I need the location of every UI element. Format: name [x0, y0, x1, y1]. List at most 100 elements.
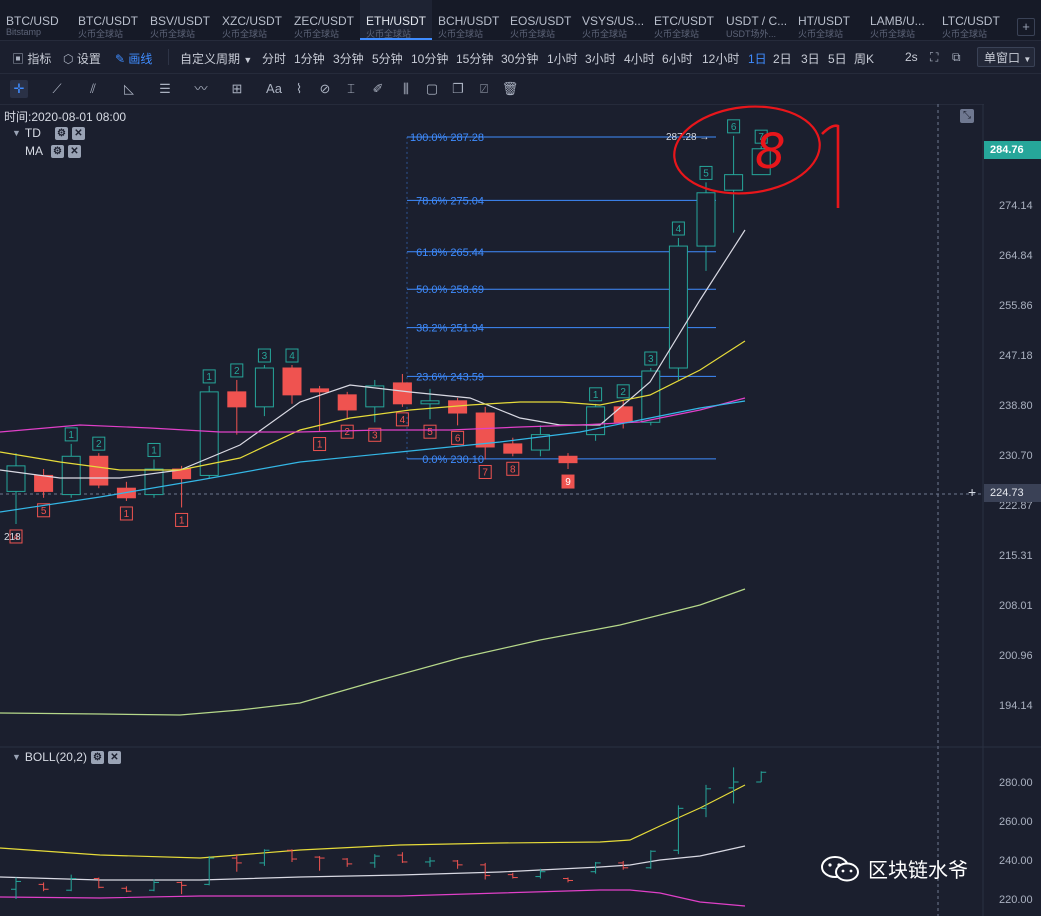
hide-tool-icon[interactable]: ⍁	[480, 81, 488, 96]
tab-source-label: USDT场外...	[726, 29, 777, 39]
td-count-box	[92, 436, 106, 451]
ma-line-cyan	[0, 400, 746, 513]
tab-zecusdt[interactable]: ZEC/USDT 火币全球站	[288, 0, 360, 40]
annotation-circle	[673, 105, 821, 195]
tab-pair-label: LAMB/U...	[870, 14, 925, 28]
period-8[interactable]: 3小时	[585, 52, 616, 66]
tab-vsysus[interactable]: VSYS/US... 火币全球站	[576, 0, 648, 40]
trendline-tool-icon[interactable]: ⟋	[52, 81, 62, 96]
tab-bchusdt[interactable]: BCH/USDT 火币全球站	[432, 0, 504, 40]
period-1[interactable]: 1分钟	[294, 52, 325, 66]
settings-icon[interactable]: ⚙	[54, 126, 68, 140]
tab-bsvusdt[interactable]: BSV/USDT 火币全球站	[144, 0, 216, 40]
period-2[interactable]: 3分钟	[333, 52, 364, 66]
period-4[interactable]: 10分钟	[411, 52, 449, 66]
draw-button[interactable]: ✎ 画线	[115, 52, 153, 66]
brush-tool-icon[interactable]: ✐	[372, 81, 384, 96]
lock-tool-icon[interactable]: ▢	[425, 81, 439, 96]
add-tab-button[interactable]: +	[1017, 18, 1035, 36]
period-6[interactable]: 30分钟	[501, 52, 539, 66]
shapes-tool-icon[interactable]: ⊞	[231, 81, 243, 96]
td-count-box	[671, 221, 685, 236]
copy-tool-icon[interactable]: ❐	[452, 81, 464, 96]
close-icon[interactable]: ✕	[68, 144, 81, 158]
td-count-box	[340, 424, 354, 439]
period-9[interactable]: 4小时	[624, 52, 655, 66]
price-axis-label: 215.31	[999, 550, 1033, 562]
period-13[interactable]: 2日	[773, 52, 792, 66]
magnet-tool-icon[interactable]: ⊘	[319, 81, 331, 96]
candle-body	[227, 391, 247, 408]
td-count-label: 2	[344, 427, 350, 438]
tab-xzcusdt[interactable]: XZC/USDT 火币全球站	[216, 0, 288, 40]
tab-eosusdt[interactable]: EOS/USDT 火币全球站	[504, 0, 576, 40]
td-count-box	[175, 512, 189, 527]
refresh-interval[interactable]: 2s	[905, 50, 918, 64]
close-icon[interactable]: ✕	[107, 750, 121, 764]
boll-lower-line	[0, 889, 746, 907]
tab-htusdt[interactable]: HT/USDT 火币全球站	[792, 0, 864, 40]
tab-source-label: 火币全球站	[438, 29, 484, 39]
angle-tool-icon[interactable]: ◺	[124, 81, 134, 96]
fib-tool-icon[interactable]: ☰	[159, 81, 171, 96]
tab-etcusdt[interactable]: ETC/USDT 火币全球站	[648, 0, 720, 40]
td-count-box	[147, 442, 161, 457]
ruler-tool-icon[interactable]: ⌶	[347, 81, 355, 96]
period-5[interactable]: 15分钟	[456, 52, 494, 66]
tab-source-label: 火币全球站	[582, 29, 628, 39]
boll-axis-label: 280.00	[999, 777, 1033, 789]
tab-ltcusdt[interactable]: LTC/USDT 火币全球站	[936, 0, 1008, 40]
chevron-down-icon[interactable]: ▼	[12, 752, 21, 762]
price-axis-label: 222.87	[999, 500, 1033, 512]
boll-axis-label: 240.00	[999, 855, 1033, 867]
td-count-box	[230, 363, 244, 378]
tab-pair-label: BSV/USDT	[150, 14, 211, 28]
period-3[interactable]: 5分钟	[372, 52, 403, 66]
tab-usdtc[interactable]: USDT / C... USDT场外...	[720, 0, 792, 40]
parallel-channel-tool-icon[interactable]: ⫽	[90, 81, 96, 96]
close-icon[interactable]: ✕	[71, 126, 85, 140]
wechat-icon	[821, 855, 859, 881]
period-10[interactable]: 6小时	[662, 52, 693, 66]
period-12[interactable]: 1日	[748, 52, 767, 66]
gear-icon: ⬡	[63, 52, 74, 66]
period-15[interactable]: 5日	[828, 52, 847, 66]
tab-source-label: Bitstamp	[6, 27, 42, 37]
pattern-tool-icon[interactable]: ⌇	[295, 81, 303, 96]
td-count-label: 4	[289, 351, 295, 362]
chevron-down-icon[interactable]: ▼	[12, 128, 21, 138]
custom-period-dropdown[interactable]: 自定义周期 ▼	[180, 52, 253, 66]
fullscreen-icon[interactable]: ⛶	[930, 50, 939, 64]
indicator-button[interactable]: ▣ 指标	[12, 52, 52, 66]
period-16[interactable]: 周K	[854, 52, 875, 66]
wave-tool-icon[interactable]: 〰	[194, 81, 208, 96]
price-chart[interactable]: 274.14 264.84 255.86 247.18 238.80 230.70 222.…	[0, 104, 1041, 916]
tab-source-label: 火币全球站	[78, 29, 124, 39]
popout-icon[interactable]: ⧉	[952, 50, 961, 64]
tab-lambu[interactable]: LAMB/U... 火币全球站	[864, 0, 936, 40]
period-11[interactable]: 12小时	[702, 52, 740, 66]
td-count-box	[423, 424, 437, 439]
candle-body	[392, 382, 412, 405]
candle-body	[558, 455, 578, 464]
text-tool-icon[interactable]: Aa	[266, 81, 282, 96]
candle-body	[420, 400, 440, 405]
trash-icon[interactable]: 🗑	[501, 81, 519, 96]
tab-pair-label: VSYS/US...	[582, 14, 645, 28]
settings-button[interactable]: ⬡ 设置	[63, 52, 101, 66]
candles-tool-icon[interactable]: ⫼	[403, 81, 409, 96]
settings-icon[interactable]: ⚙	[51, 144, 64, 158]
maximize-icon[interactable]: ⤡	[960, 109, 974, 123]
add-alert-icon[interactable]: +	[968, 484, 977, 500]
window-mode-select[interactable]: 单窗口 ▼	[977, 47, 1035, 67]
period-7[interactable]: 1小时	[547, 52, 578, 66]
period-14[interactable]: 3日	[801, 52, 820, 66]
tab-ethusdt[interactable]: ETH/USDT 火币全球站	[360, 0, 432, 40]
price-axis-label: 238.80	[999, 400, 1033, 412]
tab-btcusd[interactable]: BTC/USD Bitstamp	[0, 0, 72, 40]
period-0[interactable]: 分时	[262, 52, 287, 66]
tab-btcusdt[interactable]: BTC/USDT 火币全球站	[72, 0, 144, 40]
settings-icon[interactable]: ⚙	[90, 750, 104, 764]
crosshair-tool-icon[interactable]: ✛	[10, 80, 28, 98]
drawing-toolbar: ✛ ⟋ ⫽ ◺ ☰ 〰 ⊞ Aa ⌇ ⊘ ⌶ ✐ ⫼ ▢ ❐ ⍁ 🗑	[0, 74, 1041, 105]
